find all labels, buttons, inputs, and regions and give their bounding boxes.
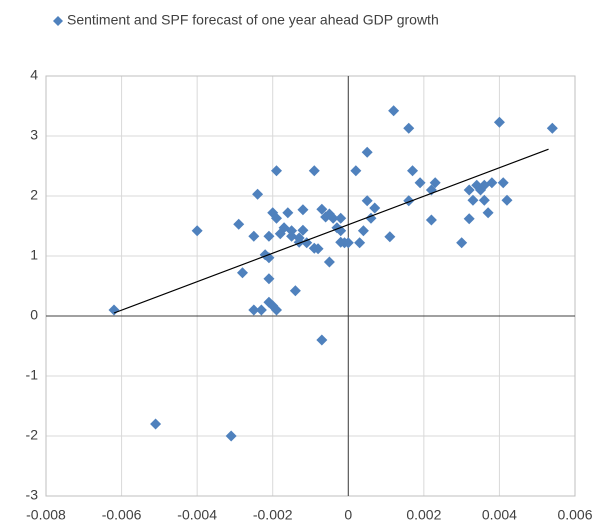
data-point [342,237,354,249]
data-point [327,212,339,224]
data-point [108,304,120,316]
data-point [486,177,498,189]
data-point [297,204,309,216]
data-point [286,225,298,237]
data-point [255,304,267,316]
data-point [233,218,245,230]
y-tick-label: -2 [26,427,39,443]
data-point [270,304,282,316]
data-point [248,230,260,242]
data-point [388,105,400,117]
data-point [263,230,275,242]
data-point [501,194,513,206]
data-point [463,184,475,196]
data-point [282,207,294,219]
data-point [191,225,203,237]
data-point [350,165,362,177]
data-point [270,212,282,224]
data-point [301,237,313,249]
data-point [335,212,347,224]
data-point [297,224,309,236]
y-tick-label: 1 [30,247,38,263]
x-tick-label: 0.004 [482,507,517,523]
data-point [252,188,264,200]
y-tick-label: 0 [30,307,38,323]
data-point [270,165,282,177]
data-point [225,430,237,442]
data-point [361,195,373,207]
data-point [316,334,328,346]
trendline [113,148,549,314]
y-tick-label: -3 [26,487,39,503]
data-point [248,304,260,316]
data-point [429,177,441,189]
data-point [467,194,479,206]
data-point [263,273,275,285]
data-point [482,207,494,219]
data-point [323,256,335,268]
data-point [308,165,320,177]
x-tick-label: 0 [344,507,352,523]
data-point [289,285,301,297]
y-tick-label: 4 [30,67,38,83]
x-tick-label: -0.002 [253,507,293,523]
data-point [236,267,248,279]
x-tick-label: -0.006 [102,507,142,523]
y-tick-label: 3 [30,127,38,143]
plot-border [45,75,576,497]
data-point [312,243,324,255]
x-tick-label: 0.002 [406,507,441,523]
x-tick-label: 0.006 [557,507,592,523]
data-point [407,165,419,177]
data-point [456,237,468,249]
x-tick-label: -0.004 [177,507,217,523]
data-point [357,225,369,237]
data-point [463,213,475,225]
data-point [497,177,509,189]
y-tick-label: -1 [26,367,39,383]
data-point [478,194,490,206]
data-point [361,146,373,158]
data-point [354,237,366,249]
data-point [425,214,437,226]
data-point [316,203,328,215]
y-tick-label: 2 [30,187,38,203]
legend-label: Sentiment and SPF forecast of one year a… [67,12,439,28]
x-tick-label: -0.008 [26,507,66,523]
data-point [493,116,505,128]
data-point [150,418,162,430]
data-point [293,236,305,248]
data-point [403,122,415,134]
data-point [414,177,426,189]
data-point [369,202,381,214]
data-point [546,122,558,134]
data-point [384,231,396,243]
legend-marker [53,16,63,26]
